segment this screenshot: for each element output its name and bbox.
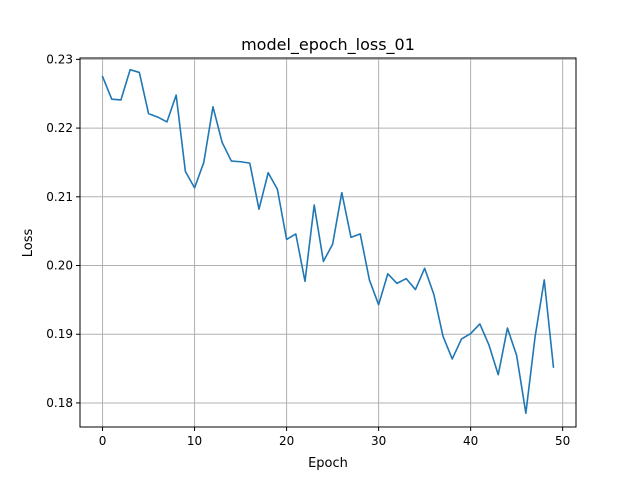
series-layer xyxy=(101,68,555,415)
tick-layer: 0 10 20 30 40 50 0.18 0.19 0.20 0.21 0.22 0.23 xyxy=(46,52,570,448)
y-tick-label: 0.19 xyxy=(46,327,73,341)
x-tick-label: 10 xyxy=(187,434,202,448)
y-tick-label: 0.20 xyxy=(46,259,73,273)
x-tick-label: 40 xyxy=(463,434,478,448)
grid-layer xyxy=(80,58,576,427)
chart-title: model_epoch_loss_01 xyxy=(241,35,415,55)
y-tick-label: 0.18 xyxy=(46,396,73,410)
y-tick-label: 0.22 xyxy=(46,121,73,135)
x-tick-label: 0 xyxy=(99,434,107,448)
x-tick-label: 20 xyxy=(279,434,294,448)
y-tick-label: 0.23 xyxy=(46,52,73,66)
y-axis-label: Loss xyxy=(21,229,36,258)
plot-frame xyxy=(79,57,577,428)
x-axis-label: Epoch xyxy=(308,456,348,471)
x-tick-label: 30 xyxy=(371,434,386,448)
y-tick-label: 0.21 xyxy=(46,190,73,204)
loss-series-line xyxy=(101,68,555,415)
x-tick-label: 50 xyxy=(555,434,570,448)
